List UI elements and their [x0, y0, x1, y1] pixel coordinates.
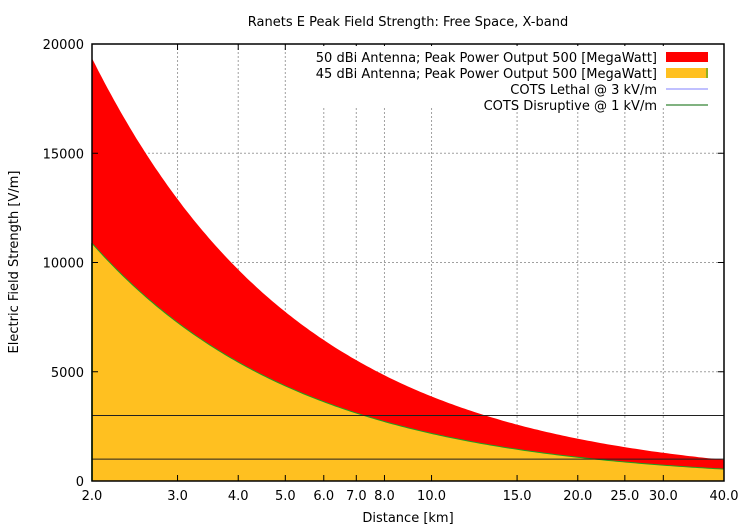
legend-label: 50 dBi Antenna; Peak Power Output 500 [M… [316, 51, 657, 66]
x-tick-label: 4.0 [228, 489, 249, 504]
area-series-2 [92, 243, 724, 481]
y-axis-label: Electric Field Strength [V/m] [7, 171, 22, 354]
y-tick-label: 10000 [43, 257, 84, 272]
x-tick-label: 20.0 [563, 489, 592, 504]
x-tick-label: 25.0 [610, 489, 639, 504]
legend-label: 45 dBi Antenna; Peak Power Output 500 [M… [316, 67, 657, 82]
y-tick-label: 20000 [43, 38, 84, 53]
x-tick-label: 7.0 [346, 489, 367, 504]
x-tick-label: 5.0 [275, 489, 296, 504]
legend: 50 dBi Antenna; Peak Power Output 500 [M… [305, 46, 723, 114]
x-axis-label: Distance [km] [362, 511, 453, 525]
legend-label: COTS Lethal @ 3 kV/m [510, 83, 657, 98]
x-tick-label: 10.0 [417, 489, 446, 504]
chart-title: Ranets E Peak Field Strength: Free Space… [248, 15, 568, 30]
x-tick-label: 30.0 [649, 489, 678, 504]
y-tick-label: 5000 [51, 366, 84, 381]
area-edge-line-2 [91, 242, 725, 470]
y-tick-label: 0 [76, 475, 84, 490]
x-tick-label: 40.0 [710, 489, 739, 504]
x-tick-label: 15.0 [503, 489, 532, 504]
legend-background [305, 46, 723, 107]
legend-swatch [666, 52, 708, 62]
legend-swatch [666, 68, 708, 78]
x-tick-label: 6.0 [313, 489, 334, 504]
y-tick-label: 15000 [43, 147, 84, 162]
x-tick-label: 8.0 [374, 489, 395, 504]
plot-marks [91, 58, 725, 481]
legend-label: COTS Disruptive @ 1 kV/m [484, 99, 657, 114]
x-tick-label: 3.0 [167, 489, 188, 504]
x-tick-label: 2.0 [82, 489, 103, 504]
axes: 0 5000 10000 15000 20000 2.0 3.0 4.0 5.0 6.0 7.0 8.… [43, 38, 739, 504]
